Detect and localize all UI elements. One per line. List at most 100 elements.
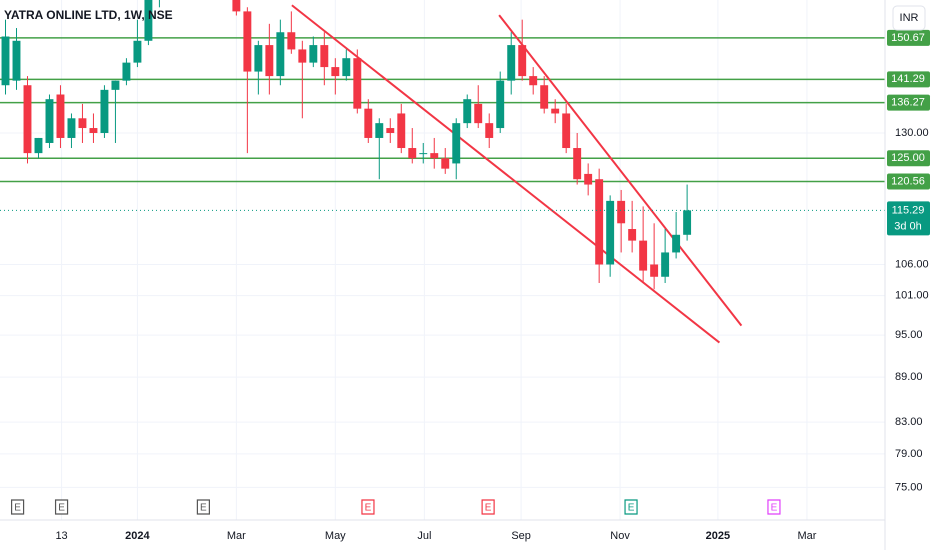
candle-body (23, 85, 32, 154)
candle-body (430, 153, 439, 159)
candle-body (254, 45, 263, 72)
candle-body (320, 45, 329, 68)
trendline (498, 14, 743, 327)
candle-body (386, 128, 395, 133)
x-tick-label: Sep (511, 530, 531, 542)
candle-body (56, 94, 65, 138)
candle-body (353, 58, 362, 109)
candle-body (507, 45, 516, 81)
candle-body (639, 240, 648, 271)
candle-body (122, 62, 131, 81)
event-badge (10, 499, 25, 515)
candle-body (364, 108, 373, 138)
grid (0, 0, 885, 520)
candle-body (243, 11, 252, 72)
candle-body (474, 103, 483, 124)
candle-body (287, 32, 296, 50)
candle-body (617, 200, 626, 224)
event-label: E (628, 503, 635, 514)
candle-body (661, 252, 670, 277)
level-label-box (887, 29, 930, 46)
level-label-box (887, 150, 930, 167)
candle-body (45, 99, 54, 143)
candle-body (232, 0, 241, 12)
y-tick-label: 83.00 (895, 416, 923, 428)
candle-body (463, 99, 472, 124)
event-label: E (365, 503, 372, 514)
candle-body (265, 45, 274, 77)
level-label-box (887, 71, 930, 88)
candle-body (342, 58, 351, 77)
candle-body (650, 264, 659, 277)
candle-body (595, 179, 604, 265)
candle-body (628, 229, 637, 241)
candle-body (375, 123, 384, 138)
event-badge (196, 499, 210, 515)
x-tick-label: 2024 (125, 530, 150, 542)
currency-label[interactable]: INR (900, 12, 919, 24)
currency-button[interactable] (892, 5, 926, 31)
level-label: 120.56 (891, 175, 925, 187)
x-tick-label: Nov (610, 530, 630, 542)
x-tick-label: May (325, 530, 346, 542)
candle-body (133, 40, 142, 63)
candle-body (683, 210, 692, 235)
event-badge (54, 499, 69, 515)
candle-body (485, 123, 494, 138)
candle-body (12, 40, 21, 81)
candle-body (276, 32, 285, 77)
chart-title: YATRA ONLINE LTD, 1W, NSE (4, 8, 173, 22)
candle-body (111, 80, 120, 90)
x-tick-label: 2025 (706, 530, 730, 542)
y-tick-label: 79.00 (895, 448, 923, 460)
level-label: 136.27 (891, 97, 925, 109)
x-tick-label: Mar (227, 530, 246, 542)
level-label-box (887, 94, 930, 111)
last-price-label: 115.29 (892, 204, 925, 216)
candle-body (298, 49, 307, 63)
event-badge (767, 499, 781, 515)
candle-body (562, 113, 571, 149)
candle-body (573, 148, 582, 180)
candle-body (518, 45, 527, 77)
candle-body (540, 85, 549, 109)
candle-body (78, 118, 87, 129)
y-tick-label: 75.00 (895, 481, 923, 493)
candle-body (408, 148, 417, 159)
x-tick-label: Jul (417, 530, 431, 542)
candle-body (34, 137, 43, 154)
candle-body (89, 128, 98, 133)
countdown-label: 3d 0h (894, 220, 922, 232)
event-badge (361, 499, 375, 515)
candle-body (496, 80, 505, 129)
event-label: E (485, 503, 492, 514)
event-label: E (14, 503, 21, 514)
y-tick-label: 106.00 (895, 258, 929, 270)
candle-body (606, 200, 615, 265)
event-badge (624, 499, 638, 515)
candle-body (100, 89, 109, 133)
event-label: E (58, 503, 65, 514)
level-label: 150.67 (891, 32, 925, 44)
candle-body (551, 108, 560, 114)
level-label: 141.29 (891, 73, 925, 85)
level-label: 125.00 (891, 152, 925, 164)
event-label: E (771, 503, 778, 514)
y-tick-label: 101.00 (895, 290, 929, 302)
candle-body (441, 158, 450, 169)
candle-body (67, 118, 76, 138)
candle-body (419, 153, 428, 155)
last-price-box (887, 201, 930, 236)
candle-body (1, 36, 10, 86)
y-tick-label: 95.00 (895, 329, 923, 341)
x-tick-label: 13 (55, 530, 67, 542)
axes: 130.00 106.00 101.00 95.00 89.00 83.00 79.00 75… (55, 29, 930, 542)
candle-body (452, 123, 461, 164)
candle-body (672, 234, 681, 253)
event-badge (481, 499, 495, 515)
y-tick-label: 89.00 (895, 371, 923, 383)
candle-body (529, 76, 538, 86)
